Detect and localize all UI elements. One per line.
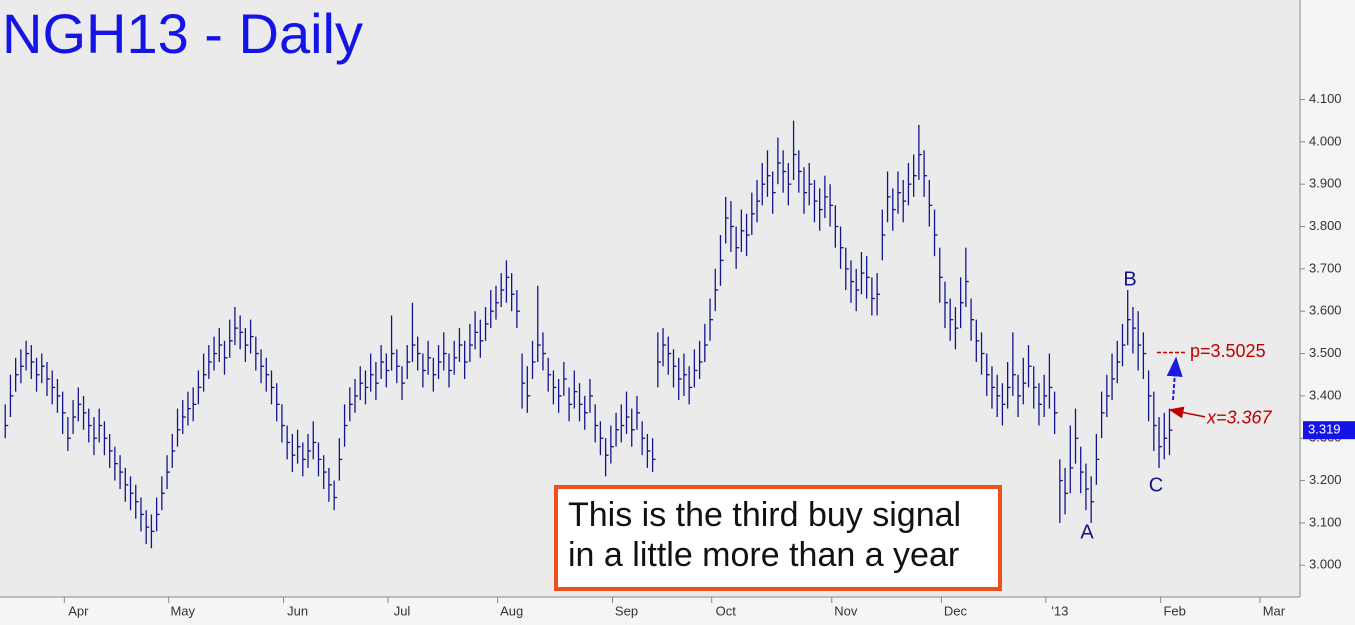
bars <box>4 120 1173 549</box>
x-tick-label: Aug <box>500 603 523 618</box>
x-tick-label: Jul <box>394 603 411 618</box>
last-price-label: 3.319 <box>1308 422 1341 437</box>
note-line: in a little more than a year <box>568 536 959 574</box>
x-tick-label: '13 <box>1051 603 1068 618</box>
y-tick-label: 3.400 <box>1309 387 1342 402</box>
y-tick-label: 3.800 <box>1309 218 1342 233</box>
y-tick-label: 3.700 <box>1309 260 1342 275</box>
trigger-label: x=3.367 <box>1206 408 1273 428</box>
wave-label: A <box>1080 521 1094 543</box>
x-tick-label: Apr <box>68 603 89 618</box>
note-box <box>554 485 1002 591</box>
projection-arrow <box>1166 356 1183 401</box>
trigger-arrow <box>1168 406 1206 419</box>
y-tick-label: 4.100 <box>1309 91 1342 106</box>
y-tick-label: 3.200 <box>1309 472 1342 487</box>
x-tick-label: May <box>170 603 195 618</box>
note-line: This is the third buy signal <box>568 496 961 534</box>
y-tick-label: 3.600 <box>1309 303 1342 318</box>
annotations: A B Cp=3.5025 x=3.367 <box>1080 268 1272 543</box>
y-tick-label: 3.500 <box>1309 345 1342 360</box>
x-axis-area <box>0 597 1300 625</box>
chart-title: NGH13 - Daily <box>2 2 363 65</box>
x-tick-label: Oct <box>716 603 737 618</box>
y-tick-label: 3.000 <box>1309 557 1342 572</box>
last-price-tag <box>1303 421 1355 440</box>
wave-label: B <box>1123 268 1136 290</box>
wave-label: C <box>1149 474 1163 496</box>
y-tick-label: 3.100 <box>1309 514 1342 529</box>
x-tick-label: Feb <box>1163 603 1185 618</box>
x-tick-label: Mar <box>1263 603 1286 618</box>
x-tick-label: Jun <box>287 603 308 618</box>
x-tick-label: Dec <box>944 603 968 618</box>
y-tick-label: 3.900 <box>1309 176 1342 191</box>
x-tick-label: Sep <box>615 603 638 618</box>
y-axis-area <box>1300 0 1355 625</box>
target-label: p=3.5025 <box>1190 341 1266 361</box>
x-tick-label: Nov <box>834 603 858 618</box>
y-tick-label: 4.000 <box>1309 133 1342 148</box>
